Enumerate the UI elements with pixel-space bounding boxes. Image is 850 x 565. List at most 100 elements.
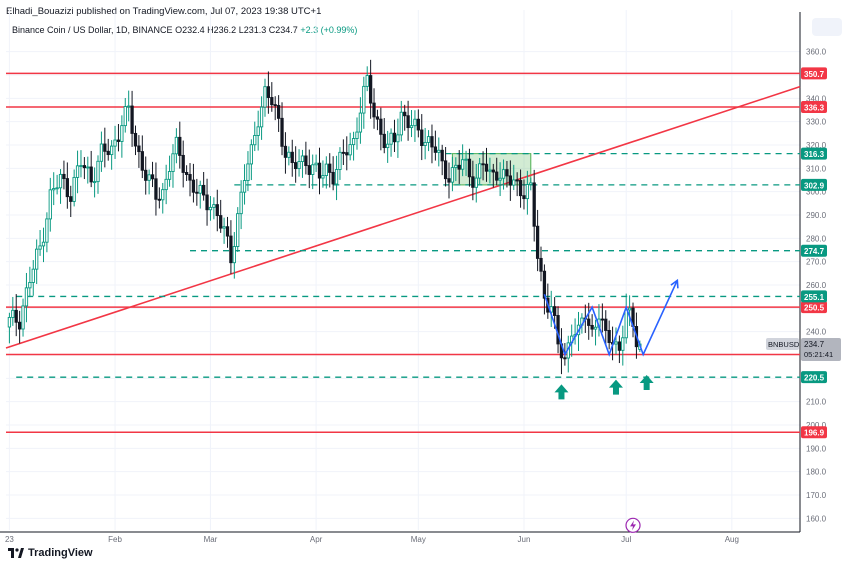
candle-body xyxy=(535,225,540,259)
candle-body xyxy=(307,165,311,175)
red-level-tag: 196.9 xyxy=(804,429,825,438)
candle-body xyxy=(96,160,100,183)
candle-body xyxy=(314,162,318,166)
red-level-tag-bg xyxy=(801,67,827,80)
green-level-tag-bg xyxy=(801,371,827,384)
tradingview-brand: TradingView xyxy=(8,547,93,559)
candle-body xyxy=(38,245,42,250)
close-label: C xyxy=(268,25,276,35)
low-label: L xyxy=(238,25,244,35)
candle-body xyxy=(11,309,15,318)
candle-body xyxy=(246,163,250,181)
candle-body xyxy=(351,138,356,146)
candle-body xyxy=(219,215,223,229)
candle-body xyxy=(82,165,87,169)
candle-body xyxy=(253,135,257,146)
candle-body xyxy=(297,161,301,170)
candle-body xyxy=(276,105,281,119)
green-level-tag-bg xyxy=(801,147,827,160)
candle-body xyxy=(587,318,591,326)
candle-body xyxy=(471,176,475,188)
candle-body xyxy=(140,151,144,171)
candle-body xyxy=(45,218,49,243)
candle-body xyxy=(345,152,349,156)
price-chart[interactable]: 160.0170.0180.0190.0200.0210.0220.0230.0… xyxy=(0,0,850,545)
candle-body xyxy=(229,235,233,264)
candle-body xyxy=(365,75,369,87)
candle-body xyxy=(338,151,342,170)
red-level-tag: 250.5 xyxy=(804,304,825,313)
symbol-name: Binance Coin / US Dollar, 1D, BINANCE xyxy=(12,25,173,35)
y-tick-label: 290.0 xyxy=(806,211,827,220)
candle-body xyxy=(41,241,46,247)
red-level-tag-bg xyxy=(801,100,827,113)
x-tick-label: May xyxy=(411,535,426,544)
candle-body xyxy=(212,204,216,208)
symbol-tag: BNBUSD xyxy=(768,340,800,349)
red-level-tag-bg xyxy=(801,301,827,314)
x-tick-label: 23 xyxy=(5,535,14,544)
candle-body xyxy=(590,324,594,330)
candle-body xyxy=(368,75,373,104)
current-price-tag-bg xyxy=(801,338,841,362)
x-tick-label: Feb xyxy=(108,535,122,544)
candle-body xyxy=(304,155,308,167)
candle-body xyxy=(467,158,472,178)
close-value: 234.7 xyxy=(275,25,298,35)
candle-body xyxy=(600,318,604,321)
y-tick-label: 320.0 xyxy=(806,141,827,150)
candle-body xyxy=(529,182,533,185)
open-label: O xyxy=(175,25,183,35)
candle-body xyxy=(413,118,417,127)
candle-body xyxy=(280,117,284,147)
publisher-line: Elhadi_Bouazizi published on TradingView… xyxy=(6,6,322,17)
candle-body xyxy=(508,175,512,186)
candle-body xyxy=(14,309,18,323)
candle-body xyxy=(239,191,243,215)
candle-body xyxy=(382,133,386,149)
candle-body xyxy=(403,111,407,117)
x-tick-label: Apr xyxy=(310,535,323,544)
candle-body xyxy=(464,158,468,161)
candle-body xyxy=(208,206,213,211)
candle-body xyxy=(355,131,359,139)
candle-body xyxy=(563,357,567,360)
y-tick-label: 330.0 xyxy=(806,118,827,127)
candle-body xyxy=(89,166,93,183)
y-tick-label: 260.0 xyxy=(806,281,827,290)
candle-body xyxy=(52,188,56,191)
candle-body xyxy=(341,151,346,154)
candle-body xyxy=(389,132,393,145)
x-tick-label: Mar xyxy=(204,535,218,544)
candle-body xyxy=(164,178,168,191)
candle-body xyxy=(447,178,451,183)
candle-body xyxy=(116,139,121,142)
brand-name: TradingView xyxy=(28,547,93,559)
candle-body xyxy=(198,184,202,194)
green-level-tag: 302.9 xyxy=(804,181,825,190)
candle-body xyxy=(375,116,380,120)
candle-body xyxy=(270,97,274,106)
candle-body xyxy=(358,112,363,133)
candle-body xyxy=(454,164,458,169)
candle-body xyxy=(539,257,543,272)
red-level-tag-bg xyxy=(801,426,827,439)
candle-body xyxy=(522,195,526,200)
candle-body xyxy=(331,171,335,185)
candle-body xyxy=(222,226,226,229)
y-tick-label: 340.0 xyxy=(806,94,827,103)
candle-body xyxy=(443,160,448,180)
candle-body xyxy=(62,173,66,180)
candle-body xyxy=(379,118,383,135)
candle-body xyxy=(137,145,141,153)
candle-body xyxy=(191,179,196,193)
current-price-tag: 234.7 xyxy=(804,340,825,349)
open-value: 232.4 xyxy=(182,25,205,35)
candle-body xyxy=(525,184,530,200)
candle-body xyxy=(109,145,114,156)
candle-body xyxy=(484,163,489,172)
candle-body xyxy=(328,163,332,173)
candle-body xyxy=(92,181,97,184)
candle-body xyxy=(232,246,236,264)
candle-body xyxy=(386,143,390,149)
